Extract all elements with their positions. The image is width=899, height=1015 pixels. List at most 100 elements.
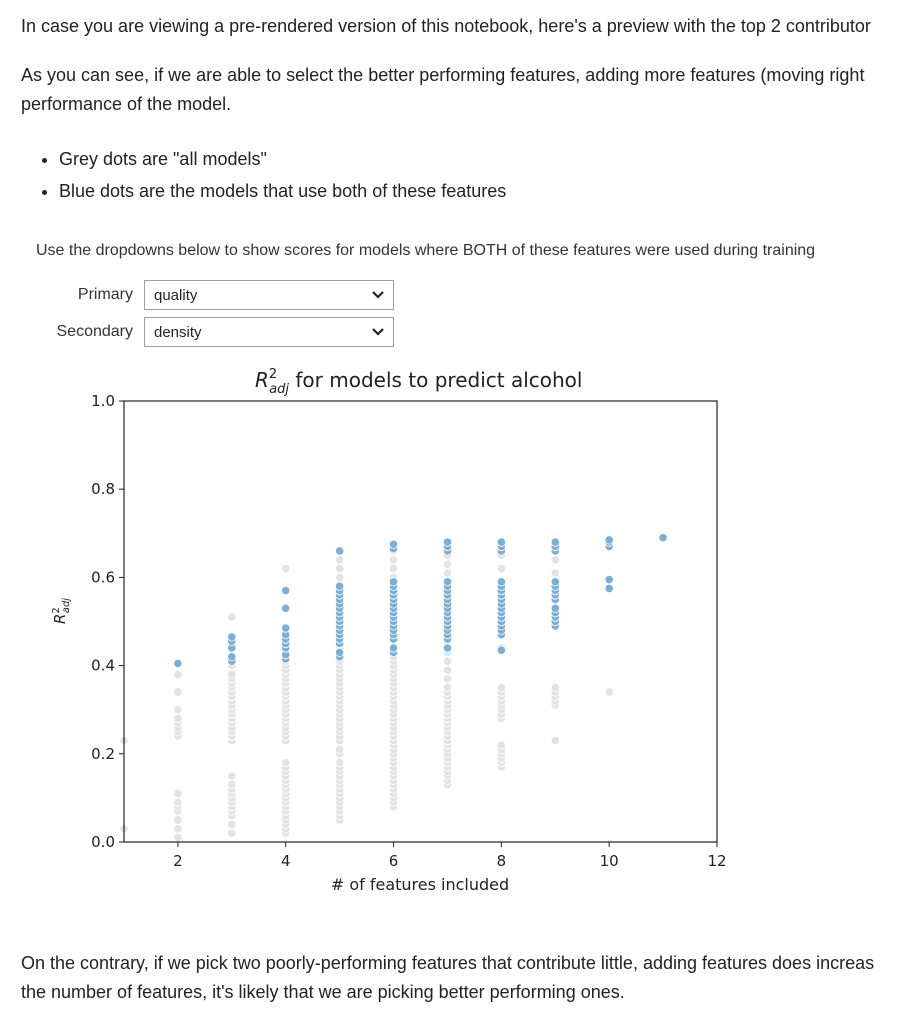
grey-dot xyxy=(281,564,291,574)
grey-dot xyxy=(334,572,345,582)
conclusion-line-2: the number of features, it's likely that… xyxy=(21,982,625,1002)
chart-title-symbol: R xyxy=(255,368,269,392)
grey-dot xyxy=(334,744,345,754)
primary-dropdown-label: Primary xyxy=(77,286,133,303)
grey-dot xyxy=(334,757,345,768)
blue-dot xyxy=(496,645,506,655)
chart-title-rest: for models to predict alcohol xyxy=(289,368,582,392)
blue-dot xyxy=(496,577,506,587)
grey-dot xyxy=(227,612,237,622)
plot-frame xyxy=(123,400,718,843)
grey-dot xyxy=(173,815,183,825)
scatter-points xyxy=(119,533,668,843)
list-item: Grey dots are "all models" xyxy=(59,143,506,175)
grey-dot xyxy=(442,559,453,569)
widget-description: Use the dropdowns below to show scores f… xyxy=(36,242,816,259)
primary-dropdown[interactable]: quality xyxy=(144,280,394,310)
grey-dot xyxy=(173,687,183,697)
blue-dot xyxy=(442,643,453,653)
grey-dot xyxy=(442,682,453,693)
explanation-line-2: performance of the model. xyxy=(21,94,232,114)
grey-dot xyxy=(227,828,237,838)
y-axis-label-symbol: R xyxy=(51,614,69,624)
secondary-dropdown[interactable]: density xyxy=(144,317,394,347)
y-axis-label-sub: adj xyxy=(61,598,72,613)
grey-dot xyxy=(173,832,183,843)
grey-dot xyxy=(334,564,345,574)
grey-dot xyxy=(334,555,345,565)
blue-dot xyxy=(388,643,399,653)
blue-dot xyxy=(658,533,668,543)
x-tick-label: 2 xyxy=(173,852,183,870)
intro-paragraph: In case you are viewing a pre-rendered v… xyxy=(21,16,871,36)
blue-dot xyxy=(550,603,560,613)
grey-dot xyxy=(550,682,560,693)
y-axis-label-sup: 2 xyxy=(51,607,62,613)
explanation-paragraph: As you can see, if we are able to select… xyxy=(21,61,899,119)
secondary-dropdown-row: Secondary density xyxy=(0,317,394,349)
grey-dot xyxy=(550,735,560,746)
blue-dot xyxy=(227,652,237,662)
conclusion-line-1: On the contrary, if we pick two poorly-p… xyxy=(21,953,875,973)
blue-dot xyxy=(281,586,291,596)
blue-dot xyxy=(281,623,291,633)
grey-dot xyxy=(496,740,506,750)
chart-title: R2 adj for models to predict alcohol xyxy=(255,367,582,397)
grey-dot xyxy=(496,564,506,574)
x-axis-label: # of features included xyxy=(331,875,509,894)
primary-dropdown-row: Primary quality xyxy=(0,280,394,312)
conclusion-paragraph: On the contrary, if we pick two poorly-p… xyxy=(21,949,899,1007)
legend-bullet-list: Grey dots are "all models" Blue dots are… xyxy=(21,143,506,207)
blue-dot xyxy=(496,537,506,547)
blue-dot xyxy=(550,577,560,587)
blue-dot xyxy=(604,583,614,593)
blue-dot xyxy=(442,537,453,547)
x-tick-label: 6 xyxy=(389,852,399,870)
blue-dot xyxy=(604,575,614,585)
y-axis-ticks: 0.0 0.2 0.4 0.6 0.8 1.0 xyxy=(91,392,124,851)
primary-dropdown-value: quality xyxy=(154,287,198,304)
grey-dot xyxy=(388,555,399,565)
list-item: Blue dots are the models that use both o… xyxy=(59,175,506,207)
grey-dot xyxy=(550,568,560,578)
grey-dot xyxy=(173,669,183,679)
blue-dot xyxy=(334,647,345,657)
x-axis-ticks: 2 4 6 8 10 12 xyxy=(173,842,727,870)
blue-dot xyxy=(281,603,291,613)
grey-dot xyxy=(442,568,453,578)
chart-title-sup: 2 xyxy=(269,367,277,382)
grey-dot xyxy=(388,564,399,574)
blue-dot xyxy=(334,546,345,556)
x-tick-label: 8 xyxy=(497,852,507,870)
y-tick-label: 0.4 xyxy=(91,657,115,675)
y-tick-label: 0.0 xyxy=(91,833,115,851)
grey-dot xyxy=(173,797,183,807)
blue-dot xyxy=(227,632,237,642)
grey-dot xyxy=(227,819,237,829)
y-tick-label: 0.8 xyxy=(91,480,115,498)
blue-dot xyxy=(334,581,345,591)
x-tick-label: 4 xyxy=(281,852,291,870)
grey-dot xyxy=(604,687,614,697)
grey-dot xyxy=(281,757,291,768)
y-tick-label: 0.2 xyxy=(91,745,115,763)
grey-dot xyxy=(442,674,453,684)
grey-dot xyxy=(227,780,237,790)
grey-dot xyxy=(442,656,453,666)
grey-dot xyxy=(173,824,183,834)
blue-dot xyxy=(388,577,399,587)
y-axis-label: R2adj xyxy=(51,598,72,624)
y-tick-label: 1.0 xyxy=(91,392,115,410)
grey-dot xyxy=(496,682,506,693)
grey-dot xyxy=(550,555,560,565)
grey-dot xyxy=(173,788,183,799)
secondary-dropdown-value: density xyxy=(154,324,202,341)
y-tick-label: 0.6 xyxy=(91,568,115,586)
grey-dot xyxy=(173,713,183,724)
secondary-dropdown-label: Secondary xyxy=(56,323,134,340)
blue-dot xyxy=(173,658,183,668)
grey-dot xyxy=(227,669,237,679)
explanation-line-1: As you can see, if we are able to select… xyxy=(21,65,865,85)
blue-dot xyxy=(604,535,614,545)
grey-dot xyxy=(442,665,453,675)
